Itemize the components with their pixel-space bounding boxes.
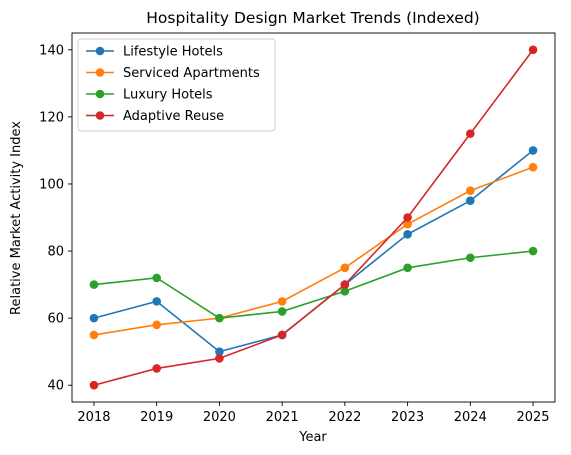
data-point	[89, 330, 99, 340]
data-point	[528, 45, 538, 55]
legend-label: Adaptive Reuse	[123, 109, 224, 124]
x-axis-label: Year	[298, 430, 327, 445]
legend: Lifestyle Hotels Serviced Apartments Luxur…	[77, 38, 276, 132]
x-tick-label: 2018	[77, 410, 110, 425]
data-point	[340, 263, 350, 273]
series-adaptive-reuse	[89, 45, 538, 390]
legend-marker	[95, 46, 105, 56]
legend-marker	[95, 111, 105, 120]
x-tick-label: 2023	[391, 410, 424, 425]
plot-area	[71, 32, 556, 403]
series-line	[93, 166, 534, 336]
data-point	[466, 186, 475, 195]
series-line	[93, 250, 534, 319]
x-tick-label: 2025	[516, 410, 549, 425]
legend-marker	[95, 89, 105, 99]
data-point	[466, 129, 475, 138]
x-tick-label: 2020	[203, 410, 236, 425]
x-tick-label: 2021	[266, 410, 299, 425]
series-serviced-apartments	[89, 162, 538, 340]
data-point	[215, 347, 224, 356]
data-point	[152, 320, 161, 330]
data-point	[403, 213, 412, 222]
y-tick-label: 120	[39, 110, 64, 125]
legend-label: Luxury Hotels	[123, 88, 213, 103]
legend-item: Adaptive Reuse	[86, 109, 224, 124]
data-point	[528, 246, 538, 256]
data-point	[466, 196, 475, 206]
data-point	[340, 280, 350, 289]
data-point	[152, 297, 161, 306]
data-point	[277, 297, 287, 306]
legend-item: Serviced Apartments	[86, 66, 260, 81]
y-axis: 40 60 80 100 120 140	[39, 43, 72, 394]
data-point	[215, 354, 224, 363]
y-axis-label: Relative Market Activity Index	[9, 121, 24, 315]
legend-box	[77, 38, 276, 132]
series-line	[93, 49, 534, 387]
x-tick-label: 2019	[140, 410, 173, 425]
data-point	[277, 330, 287, 340]
data-point	[340, 287, 350, 296]
data-point	[403, 229, 412, 239]
x-tick-label: 2022	[328, 410, 361, 425]
data-point	[89, 313, 99, 323]
data-point	[89, 380, 99, 390]
legend-item: Luxury Hotels	[86, 88, 213, 103]
x-axis: 2018 2019 2020 2021 2022 2023 2024 2025	[77, 402, 550, 425]
data-point	[466, 253, 475, 263]
series-luxury-hotels	[89, 246, 538, 323]
y-tick-label: 100	[39, 177, 64, 192]
y-tick-label: 40	[47, 379, 64, 394]
data-point	[152, 273, 161, 283]
chart-title: Hospitality Design Market Trends (Indexe…	[146, 9, 479, 27]
data-point	[277, 307, 287, 316]
plot-frame	[71, 32, 556, 403]
data-point	[403, 219, 412, 229]
data-point	[528, 146, 538, 155]
legend-label: Lifestyle Hotels	[123, 45, 223, 60]
data-point	[215, 313, 224, 323]
data-point	[528, 162, 538, 172]
legend-label: Serviced Apartments	[123, 66, 260, 81]
series-line	[93, 149, 534, 353]
data-point	[152, 364, 161, 373]
data-point	[89, 280, 99, 289]
legend-item: Lifestyle Hotels	[86, 45, 223, 60]
y-tick-label: 140	[39, 43, 64, 58]
y-tick-label: 60	[47, 312, 64, 327]
data-point	[403, 263, 412, 273]
x-tick-label: 2024	[454, 410, 487, 425]
legend-marker	[95, 68, 105, 77]
y-tick-label: 80	[47, 245, 64, 260]
